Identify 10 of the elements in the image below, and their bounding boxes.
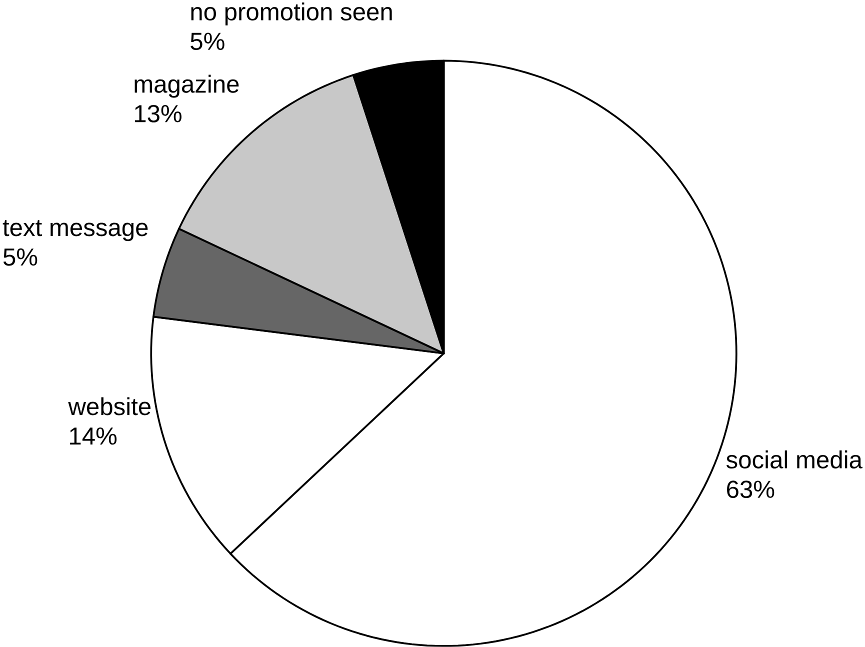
data-label: 13% (134, 104, 182, 122)
slice-label: text message (2, 220, 148, 242)
slice-label: website (68, 397, 150, 416)
data-label: 14% (70, 428, 117, 445)
data-label: 5% (3, 248, 38, 266)
data-label: 5% (190, 32, 224, 50)
slice-label: magazine (134, 74, 239, 98)
data-label: 63% (727, 480, 774, 498)
slice-label: no promotion seen (191, 2, 392, 26)
slice-label: social media (726, 450, 862, 469)
